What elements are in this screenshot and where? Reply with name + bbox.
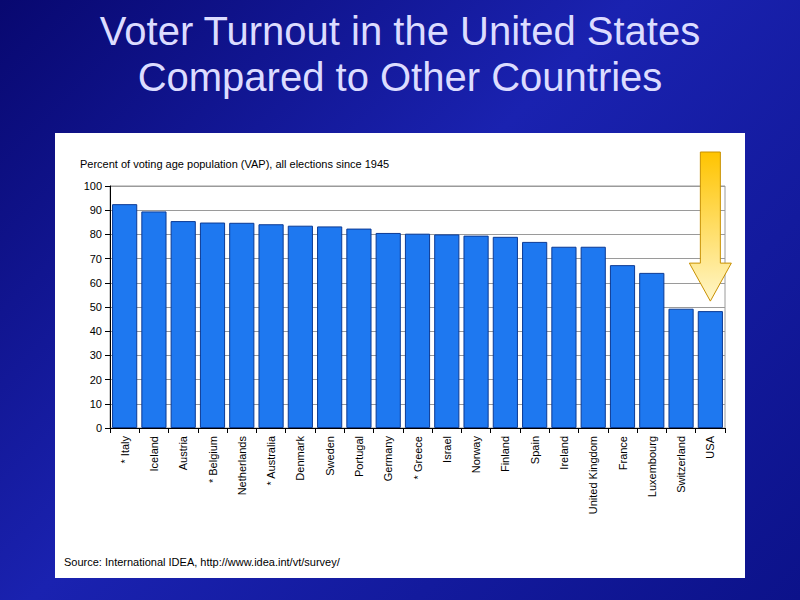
svg-text:10: 10: [90, 398, 102, 410]
svg-text:Switzerland: Switzerland: [675, 436, 687, 493]
svg-text:* Belgium: * Belgium: [207, 436, 219, 483]
svg-text:70: 70: [90, 253, 102, 265]
svg-text:Portugal: Portugal: [353, 436, 365, 477]
svg-text:Austria: Austria: [177, 435, 189, 470]
svg-text:20: 20: [90, 374, 102, 386]
svg-text:Ireland: Ireland: [558, 436, 570, 470]
svg-text:* Italy: * Italy: [119, 436, 131, 464]
svg-text:80: 80: [90, 228, 102, 240]
svg-text:50: 50: [90, 301, 102, 313]
html-text:Voter Turnout in the United St: Voter Turnout in the United States Compa…: [99, 9, 701, 99]
svg-text:Iceland: Iceland: [148, 436, 160, 471]
svg-text:Source: International IDEA, ht: Source: International IDEA, http://www.i…: [64, 556, 341, 568]
svg-text:United Kingdom: United Kingdom: [587, 436, 599, 514]
svg-text:* Greece: * Greece: [412, 436, 424, 479]
svg-text:* Australia: * Australia: [265, 435, 277, 485]
svg-text:France: France: [617, 436, 629, 470]
svg-text:Norway: Norway: [470, 436, 482, 474]
svg-text:Netherlands: Netherlands: [236, 436, 248, 496]
svg-text:60: 60: [90, 277, 102, 289]
svg-text:100: 100: [84, 180, 102, 192]
svg-text:Luxembourg: Luxembourg: [646, 436, 658, 497]
svg-text:40: 40: [90, 325, 102, 337]
svg-text:Sweden: Sweden: [324, 436, 336, 476]
svg-text:Denmark: Denmark: [294, 436, 306, 481]
svg-text:Spain: Spain: [529, 436, 541, 464]
svg-text:Percent of voting age populati: Percent of voting age population (VAP), …: [80, 158, 389, 170]
svg-text:30: 30: [90, 349, 102, 361]
svg-text:0: 0: [96, 422, 102, 434]
svg-text:Israel: Israel: [441, 436, 453, 463]
svg-text:Germany: Germany: [382, 436, 394, 482]
svg-text:Finland: Finland: [499, 436, 511, 472]
svg-text:USA: USA: [704, 435, 716, 458]
svg-text:90: 90: [90, 204, 102, 216]
